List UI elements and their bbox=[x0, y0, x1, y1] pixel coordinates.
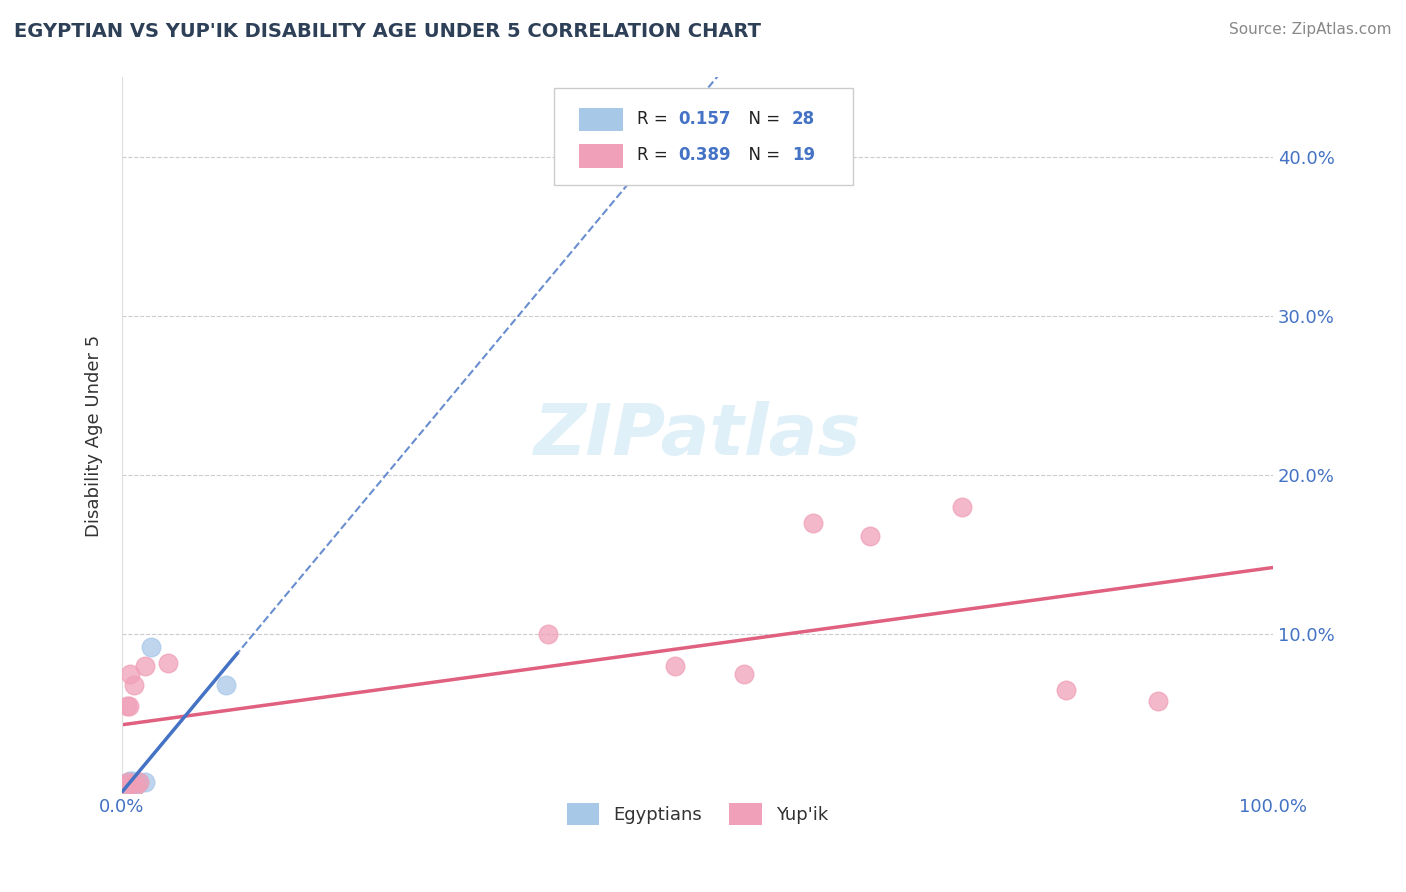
Point bbox=[115, 698, 138, 713]
Y-axis label: Disability Age Under 5: Disability Age Under 5 bbox=[86, 334, 103, 536]
Point bbox=[125, 777, 148, 791]
Point bbox=[157, 656, 180, 670]
Point bbox=[115, 781, 138, 796]
Point bbox=[118, 775, 141, 789]
Text: R =: R = bbox=[637, 110, 672, 128]
Point bbox=[112, 781, 135, 796]
Point bbox=[214, 678, 236, 692]
Point bbox=[115, 778, 138, 792]
Text: 0.389: 0.389 bbox=[678, 146, 731, 164]
Point bbox=[122, 678, 145, 692]
Point bbox=[801, 516, 824, 530]
Point bbox=[1147, 694, 1170, 708]
Point bbox=[114, 778, 136, 792]
Legend: Egyptians, Yup'ik: Egyptians, Yup'ik bbox=[558, 795, 838, 834]
Point bbox=[120, 777, 142, 791]
Point bbox=[120, 778, 142, 792]
Text: N =: N = bbox=[738, 146, 785, 164]
Point bbox=[122, 778, 145, 792]
Text: Source: ZipAtlas.com: Source: ZipAtlas.com bbox=[1229, 22, 1392, 37]
Point bbox=[118, 781, 141, 796]
Point bbox=[117, 780, 139, 794]
Text: ZIPatlas: ZIPatlas bbox=[534, 401, 862, 470]
Point bbox=[114, 778, 136, 792]
Point bbox=[114, 780, 136, 794]
Point bbox=[120, 781, 142, 796]
Point bbox=[117, 775, 139, 789]
FancyBboxPatch shape bbox=[579, 144, 623, 168]
Point bbox=[118, 698, 141, 713]
Point bbox=[134, 659, 156, 673]
Point bbox=[120, 773, 142, 788]
Point bbox=[134, 775, 156, 789]
Point bbox=[120, 667, 142, 681]
Text: 0.157: 0.157 bbox=[678, 110, 731, 128]
Text: EGYPTIAN VS YUP'IK DISABILITY AGE UNDER 5 CORRELATION CHART: EGYPTIAN VS YUP'IK DISABILITY AGE UNDER … bbox=[14, 22, 761, 41]
Point bbox=[121, 773, 143, 788]
Point bbox=[120, 775, 142, 789]
Point bbox=[120, 777, 142, 791]
Point bbox=[128, 775, 150, 789]
Point bbox=[117, 777, 139, 791]
Text: 19: 19 bbox=[792, 146, 815, 164]
Point bbox=[125, 778, 148, 792]
Point bbox=[121, 777, 143, 791]
Point bbox=[122, 775, 145, 789]
Point bbox=[537, 627, 560, 641]
Point bbox=[117, 775, 139, 789]
Point bbox=[664, 659, 686, 673]
Point bbox=[128, 775, 150, 789]
Text: R =: R = bbox=[637, 146, 672, 164]
Point bbox=[139, 640, 162, 654]
FancyBboxPatch shape bbox=[554, 88, 853, 185]
Point bbox=[950, 500, 973, 514]
Text: 28: 28 bbox=[792, 110, 815, 128]
Point bbox=[733, 667, 755, 681]
Text: N =: N = bbox=[738, 110, 785, 128]
FancyBboxPatch shape bbox=[579, 108, 623, 131]
Point bbox=[859, 528, 882, 542]
Point bbox=[121, 780, 143, 794]
Point bbox=[120, 780, 142, 794]
Point bbox=[1054, 682, 1077, 697]
Point bbox=[125, 778, 148, 792]
Point bbox=[118, 778, 141, 792]
